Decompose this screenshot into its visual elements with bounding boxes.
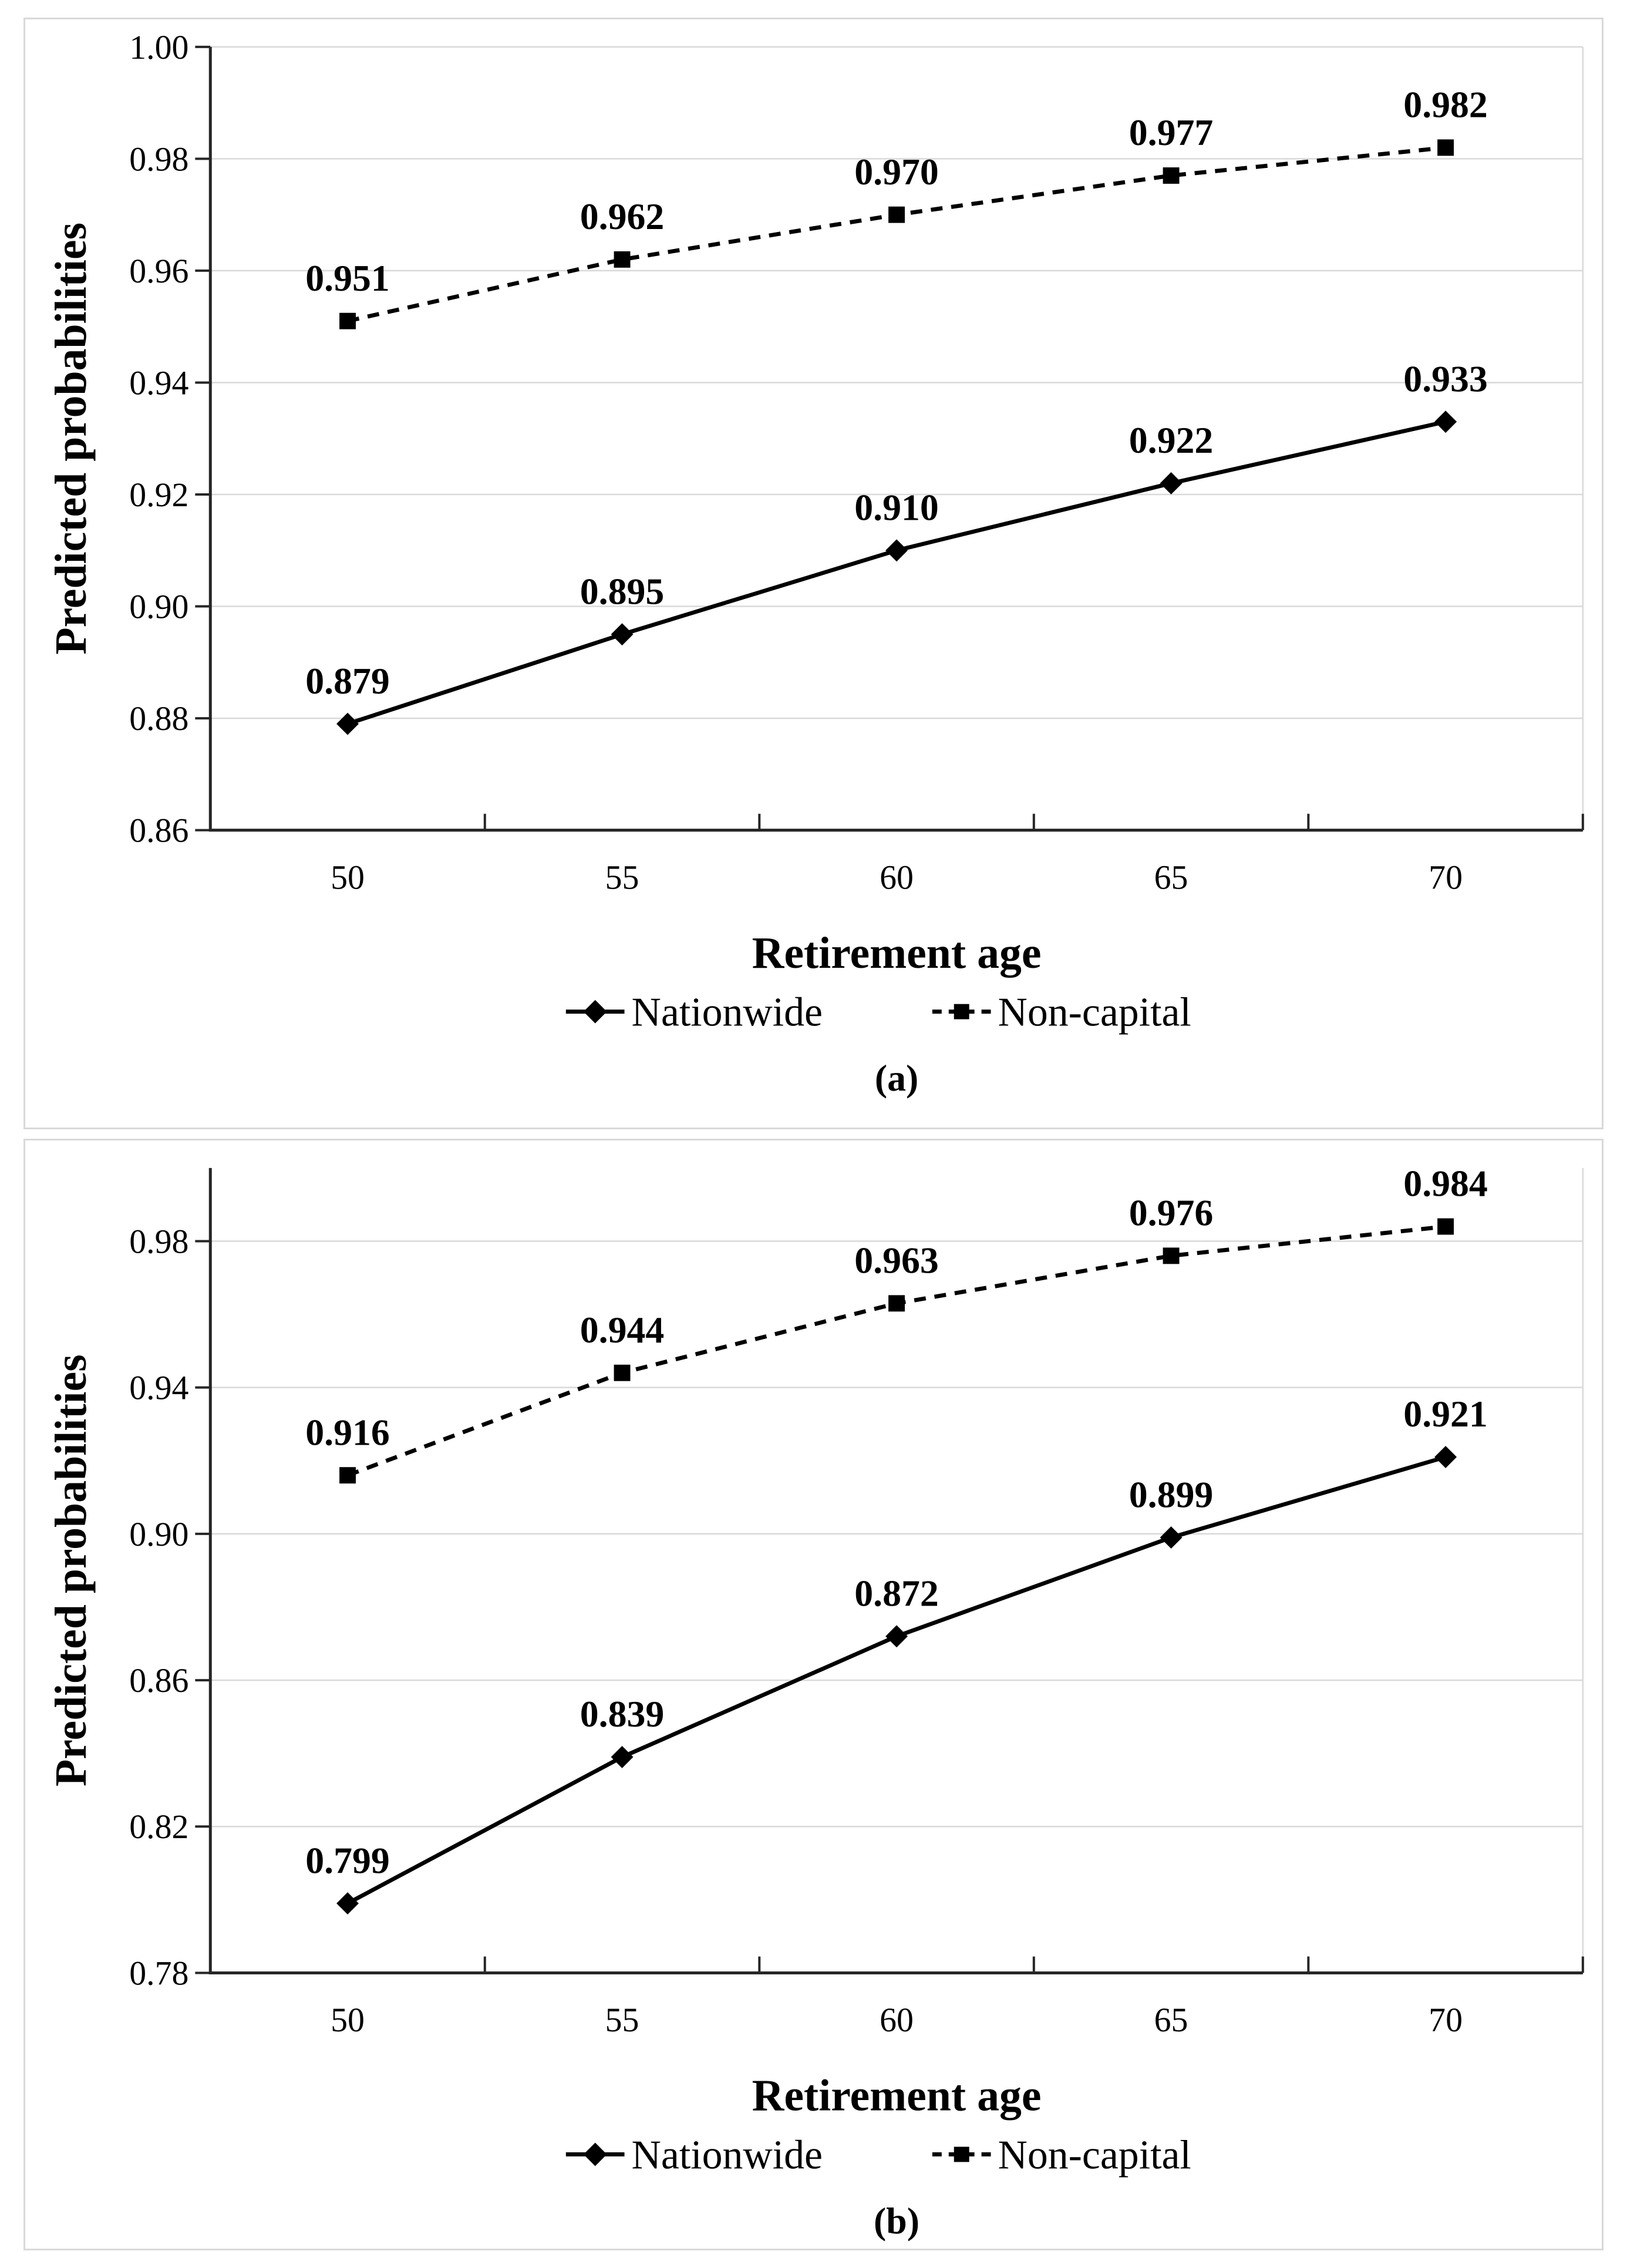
- marker-diamond: [336, 712, 359, 735]
- data-label: 0.933: [1403, 358, 1488, 399]
- marker-square: [1163, 167, 1180, 184]
- marker-diamond: [336, 1892, 359, 1915]
- y-tick-label: 0.88: [129, 699, 188, 738]
- legend-marker-diamond: [583, 2142, 607, 2166]
- chart-panel-b: 0.78 0.82 0.86 0.90 0.94 0.98 50 55 60 65 70 0.799 0…: [23, 1139, 1604, 2250]
- data-label: 0.895: [580, 570, 665, 612]
- legend-item-non-capital: Non-capital: [932, 990, 1191, 1035]
- marker-square: [614, 251, 631, 268]
- legend-marker-diamond: [583, 1000, 607, 1024]
- y-tick-label: 0.92: [129, 476, 188, 514]
- marker-diamond: [885, 1625, 908, 1648]
- x-tick-label: 55: [605, 2001, 639, 2039]
- y-tick-label: 0.86: [129, 1661, 188, 1700]
- legend-item-nationwide: Nationwide: [565, 2132, 823, 2178]
- data-label: 0.982: [1403, 83, 1488, 125]
- y-tick-label: 0.86: [129, 812, 188, 850]
- data-label: 0.922: [1129, 419, 1214, 461]
- x-tick-label: 50: [331, 858, 365, 896]
- data-label: 0.839: [580, 1693, 665, 1735]
- marker-diamond: [1160, 1526, 1183, 1549]
- marker-diamond: [1434, 410, 1457, 433]
- y-tick-label: 0.90: [129, 587, 188, 625]
- marker-square: [1437, 139, 1454, 156]
- data-label: 0.970: [854, 151, 939, 193]
- data-label: 0.916: [305, 1411, 390, 1453]
- y-tick-label: 0.94: [129, 1369, 188, 1407]
- y-axis-title: Predicted probabilities: [46, 223, 96, 655]
- x-tick-label: 70: [1429, 2001, 1463, 2039]
- data-label: 0.921: [1403, 1393, 1488, 1435]
- y-tick-label: 0.98: [129, 140, 188, 178]
- data-label: 0.872: [854, 1572, 939, 1614]
- y-tick-label: 0.98: [129, 1222, 188, 1260]
- y-tick-label: 1.00: [129, 28, 188, 66]
- data-label: 0.944: [580, 1309, 665, 1351]
- legend-item-nationwide: Nationwide: [565, 990, 823, 1035]
- data-label: 0.976: [1129, 1192, 1214, 1234]
- x-tick-label: 60: [880, 858, 914, 896]
- data-label: 0.984: [1403, 1163, 1488, 1204]
- series-line-nationwide: [346, 419, 1446, 726]
- y-axis-title: Predicted probabilities: [46, 1354, 96, 1786]
- panel-caption: (b): [874, 2200, 919, 2242]
- legend-label: Nationwide: [631, 990, 823, 1035]
- x-tick-label: 65: [1154, 2001, 1188, 2039]
- y-tick-label: 0.96: [129, 252, 188, 290]
- x-axis-title: Retirement age: [752, 2071, 1042, 2121]
- chart-a: 0.86 0.88 0.90 0.92 0.94 0.96 0.98 1.00 50 55 60 65…: [46, 28, 1584, 1099]
- chart-b: 0.78 0.82 0.86 0.90 0.94 0.98 50 55 60 65 70 0.799 0…: [46, 1163, 1584, 2242]
- marker-square: [614, 1364, 631, 1381]
- legend-label: Nationwide: [631, 2132, 823, 2178]
- data-label: 0.879: [305, 660, 390, 702]
- marker-diamond: [1160, 472, 1183, 494]
- y-tick-label: 0.82: [129, 1808, 188, 1846]
- x-tick-label: 50: [331, 2001, 365, 2039]
- data-label: 0.799: [305, 1839, 390, 1881]
- legend-marker-square: [954, 1004, 969, 1019]
- x-tick-label: 65: [1154, 858, 1188, 896]
- y-tick-label: 0.78: [129, 1954, 188, 1992]
- marker-diamond: [611, 1745, 634, 1768]
- data-label: 0.910: [854, 486, 939, 528]
- y-tick-label: 0.94: [129, 364, 188, 402]
- legend-label: Non-capital: [998, 990, 1191, 1035]
- data-label: 0.951: [305, 257, 390, 299]
- y-tick-label: 0.90: [129, 1515, 188, 1553]
- legend-item-non-capital: Non-capital: [932, 2132, 1191, 2178]
- marker-square: [339, 1467, 356, 1484]
- data-label: 0.977: [1129, 112, 1214, 153]
- legend-label: Non-capital: [998, 2132, 1191, 2178]
- panel-caption: (a): [875, 1057, 918, 1099]
- data-label: 0.963: [854, 1240, 939, 1281]
- x-axis-title: Retirement age: [752, 928, 1042, 978]
- x-tick-label: 60: [880, 2001, 914, 2039]
- x-tick-label: 55: [605, 858, 639, 896]
- data-label: 0.899: [1129, 1473, 1214, 1515]
- marker-square: [888, 206, 905, 223]
- marker-square: [888, 1295, 905, 1312]
- marker-square: [1437, 1218, 1454, 1235]
- marker-diamond: [885, 539, 908, 562]
- legend-marker-square: [954, 2146, 969, 2162]
- marker-square: [1163, 1247, 1180, 1264]
- x-tick-label: 70: [1429, 858, 1463, 896]
- marker-diamond: [1434, 1446, 1457, 1468]
- marker-diamond: [611, 623, 634, 646]
- data-label: 0.962: [580, 196, 665, 237]
- chart-panel-a: 0.86 0.88 0.90 0.92 0.94 0.96 0.98 1.00 50 55 60 65…: [23, 18, 1604, 1129]
- marker-square: [339, 312, 356, 329]
